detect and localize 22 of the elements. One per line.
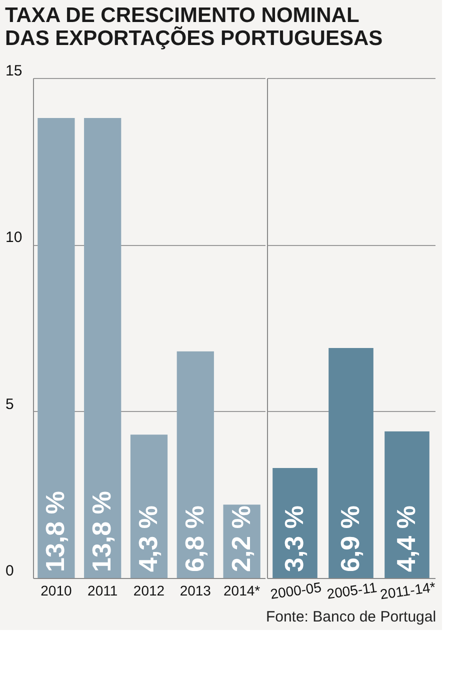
x-tick-label: 2013 xyxy=(180,582,212,598)
x-tick-label: 2010 xyxy=(40,582,72,598)
data-label: 13,8 % xyxy=(40,491,70,572)
x-tick-label: 2000-05 xyxy=(269,578,323,602)
x-tick-label: 2011 xyxy=(88,582,118,598)
x-tick-label: 2012 xyxy=(133,582,165,598)
data-label: 2,2 % xyxy=(226,506,256,572)
x-tick-label: 2014* xyxy=(224,582,261,598)
y-tick-label: 15 xyxy=(6,62,22,80)
chart-title: TAXA DE CRESCIMENTO NOMINAL DAS EXPORTAÇÕES PORTUGUESAS xyxy=(5,4,383,50)
data-label: 6,8 % xyxy=(179,506,210,572)
source-note: Fonte: Banco de Portugal xyxy=(266,608,436,626)
data-label: 4,4 % xyxy=(391,506,421,572)
y-tick-label: 10 xyxy=(6,229,22,246)
data-label: 6,9 % xyxy=(335,506,365,572)
data-label: 3,3 % xyxy=(279,506,309,572)
y-tick-label: 5 xyxy=(6,396,14,413)
x-tick-label: 2005-11 xyxy=(326,578,378,602)
x-tick-label: 2011-14* xyxy=(379,578,438,602)
data-label: 4,3 % xyxy=(133,506,163,572)
y-tick-label: 0 xyxy=(6,562,14,580)
data-label: 13,8 % xyxy=(86,491,117,572)
